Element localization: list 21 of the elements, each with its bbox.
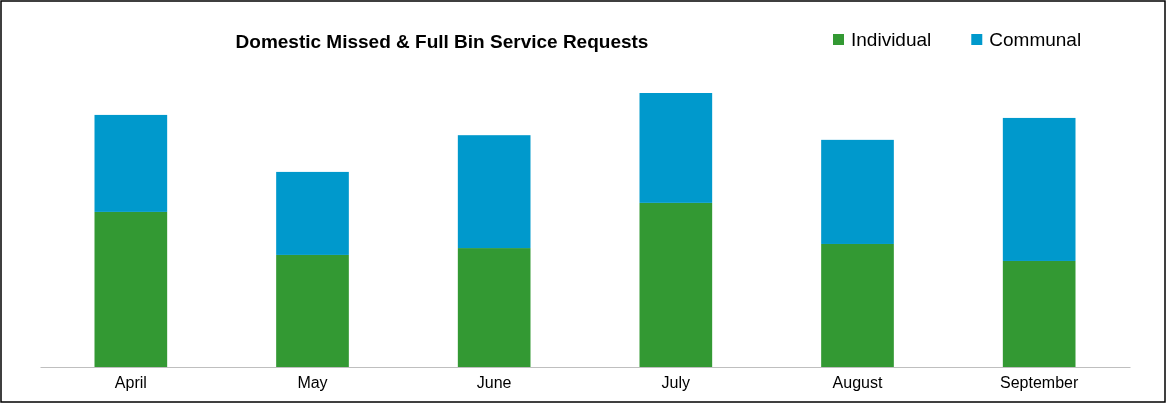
x-tick-label: April [114,374,147,392]
bar [1002,117,1076,261]
x-tick-label: August [832,374,883,392]
bar [639,93,713,203]
bar [94,114,168,212]
bar [276,171,349,255]
legend-label: Individual [851,29,932,50]
chart-title: Domestic Missed & Full Bin Service Requests [235,31,649,52]
bar [821,139,894,244]
bar [639,202,713,367]
x-tick-label: June [476,374,512,392]
x-tick-label: September [1000,374,1079,392]
x-tick-label: May [297,374,328,392]
bar [821,243,894,367]
bar [457,248,531,367]
bar [1002,260,1076,367]
bar [457,135,531,249]
bar [276,254,349,367]
bar [94,211,168,367]
legend-label: Communal [989,29,1082,50]
x-tick-label: July [661,374,691,392]
